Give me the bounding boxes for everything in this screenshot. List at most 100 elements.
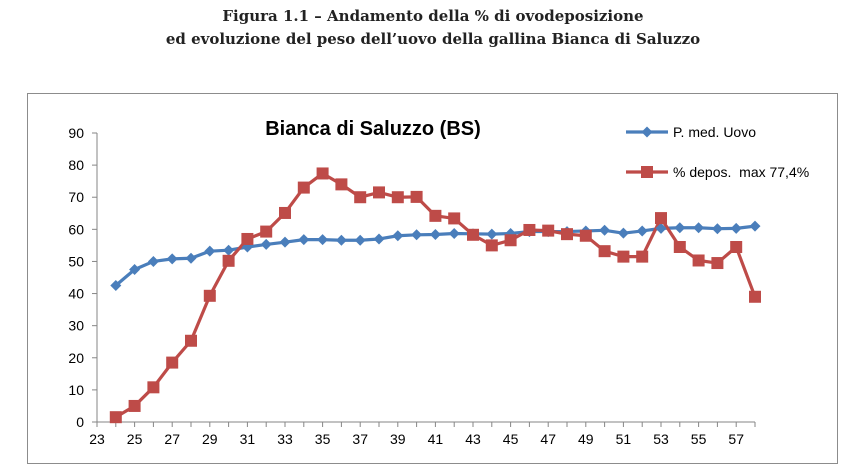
data-point-square [128,399,141,412]
data-point-square [241,232,254,245]
data-point-diamond [636,225,648,237]
x-tick-label: 57 [728,431,744,447]
line-chart: 0 10 20 30 40 50 60 70 80 90 23 25 27 29 31 33 35 37 39 41 4… [68,118,809,447]
data-point-diamond [411,229,423,241]
data-point-diamond [674,222,686,234]
data-point-square [523,223,536,236]
data-point-square [485,239,498,252]
data-point-square [692,254,705,267]
data-point-diamond [354,234,366,246]
data-point-diamond [429,228,441,240]
x-tick-label: 31 [240,431,256,447]
data-point-square [260,225,273,238]
data-point-square [185,334,197,347]
data-point-square [673,240,686,253]
data-point-square [617,250,630,263]
x-tick-label: 23 [89,431,105,447]
legend-marker-square [641,166,653,178]
data-point-square [279,206,291,219]
x-tick-label: 39 [390,431,406,447]
data-point-square [147,381,160,394]
x-tick-label: 47 [540,431,556,447]
y-tick-label: 50 [68,253,84,269]
x-tick-label: 49 [578,431,594,447]
x-tick-label: 55 [691,431,707,447]
data-point-diamond [110,280,122,292]
data-point-square [504,234,517,247]
chart-title: Bianca di Saluzzo (BS) [265,118,481,140]
data-point-square [711,257,724,270]
data-point-diamond [185,252,197,264]
data-point-square [335,178,348,191]
data-point-square [429,209,442,222]
data-point-diamond [617,227,629,239]
y-tick-label: 10 [68,382,84,398]
data-point-diamond [166,253,178,265]
data-point-square [730,240,743,253]
legend-label-1: P. med. Uovo [673,124,756,140]
data-point-diamond [711,223,723,235]
y-tick-label: 70 [68,189,84,205]
data-point-square [561,228,573,241]
legend-marker-diamond [641,126,653,138]
x-tick-label: 25 [127,431,143,447]
data-point-diamond [279,236,291,248]
data-point-diamond [373,233,385,245]
x-tick-label: 35 [315,431,331,447]
data-point-square [448,212,461,225]
data-point-square [354,191,367,204]
data-point-square [222,254,235,267]
data-point-diamond [298,234,310,246]
x-tick-label: 41 [428,431,444,447]
data-point-diamond [204,245,216,257]
data-point-diamond [749,220,761,232]
data-point-diamond [129,263,141,275]
data-point-square [109,411,122,424]
data-point-diamond [392,230,404,242]
data-point-square [391,191,404,204]
data-point-square [166,356,179,369]
data-point-diamond [317,234,329,246]
data-point-diamond [223,244,235,256]
data-point-square [749,290,761,303]
chart-area: 0 10 20 30 40 50 60 70 80 90 23 25 27 29 31 33 35 37 39 41 4… [27,93,838,464]
data-point-square [542,224,555,237]
data-point-diamond [260,238,272,250]
data-point-diamond [730,222,742,234]
x-tick-label: 51 [616,431,632,447]
data-point-diamond [147,255,159,267]
data-point-square [373,186,385,199]
y-tick-label: 90 [68,125,84,141]
y-tick-label: 80 [68,157,84,173]
y-tick-label: 30 [68,318,84,334]
data-point-square [297,181,310,194]
y-tick-label: 0 [76,414,84,430]
data-point-square [316,167,329,180]
data-point-square [655,212,667,225]
y-tick-label: 60 [68,221,84,237]
data-point-square [598,245,611,258]
data-point-square [467,228,479,241]
x-tick-label: 45 [503,431,519,447]
x-tick-label: 37 [352,431,368,447]
x-tick-label: 33 [277,431,293,447]
data-point-diamond [335,234,347,246]
x-tick-label: 53 [653,431,669,447]
figure-title-line-2: ed evoluzione del peso dell’uovo della g… [165,30,701,48]
data-point-square [203,289,216,302]
x-tick-label: 27 [164,431,180,447]
x-tick-label: 43 [465,431,481,447]
data-point-diamond [486,228,498,240]
data-point-square [636,250,649,263]
data-point-diamond [599,224,611,236]
y-tick-label: 20 [68,350,84,366]
data-point-square [410,190,423,203]
data-point-diamond [655,222,667,234]
x-tick-label: 29 [202,431,218,447]
y-tick-label: 40 [68,286,84,302]
data-point-square [579,229,592,242]
data-point-diamond [693,222,705,234]
figure-title-line-1: Figura 1.1 – Andamento della % di ovodep… [222,7,644,25]
data-point-diamond [448,228,460,240]
legend-label-2: % depos. max 77,4% [673,164,809,180]
